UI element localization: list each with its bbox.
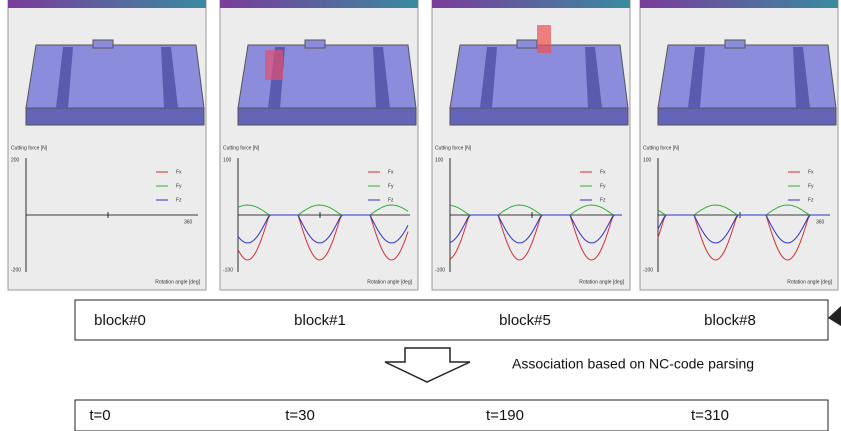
block-label: block#1 bbox=[294, 312, 346, 329]
legend-label: Fy bbox=[600, 183, 606, 189]
legend-label: Fy bbox=[176, 183, 182, 189]
y-axis-title: Cutting force [N] bbox=[435, 145, 472, 151]
notch bbox=[93, 40, 113, 48]
down-arrow bbox=[385, 348, 470, 382]
y-max-label: 100 bbox=[643, 157, 652, 163]
panel: Cutting force [N] 100 -100 Rotation angle [… bbox=[432, 0, 630, 290]
y-max-label: 100 bbox=[435, 157, 444, 163]
legend-label: Fz bbox=[600, 197, 606, 203]
y-max-label: 100 bbox=[223, 157, 232, 163]
block-top bbox=[238, 45, 416, 108]
y-min-label: -100 bbox=[643, 267, 653, 273]
legend-label: Fy bbox=[388, 183, 394, 189]
legend-label: Fx bbox=[600, 169, 606, 175]
legend-label: Fz bbox=[808, 197, 814, 203]
y-min-label: -200 bbox=[11, 267, 21, 273]
x-max-label: 360 bbox=[816, 219, 825, 225]
arrow-label: Association based on NC-code parsing bbox=[512, 356, 754, 372]
time-label: t=0 bbox=[89, 407, 110, 424]
y-axis-title: Cutting force [N] bbox=[11, 145, 48, 151]
legend-label: Fx bbox=[388, 169, 394, 175]
block-top bbox=[26, 45, 204, 108]
legend-label: Fz bbox=[176, 197, 182, 203]
legend-label: Fx bbox=[176, 169, 182, 175]
block-front bbox=[658, 108, 836, 125]
tool bbox=[537, 25, 551, 53]
block-label: block#0 bbox=[94, 312, 146, 329]
x-max-label: 360 bbox=[184, 219, 193, 225]
y-min-label: -100 bbox=[435, 267, 445, 273]
panel: Cutting force [N] 100 -100 360 Rotation angl… bbox=[640, 0, 838, 290]
notch bbox=[305, 40, 325, 48]
block-label: block#5 bbox=[499, 312, 551, 329]
tool bbox=[265, 50, 283, 80]
notch bbox=[725, 40, 745, 48]
notch bbox=[517, 40, 537, 48]
y-axis-title: Cutting force [N] bbox=[643, 145, 680, 151]
corner-arrow bbox=[828, 306, 841, 326]
figure: Association based on NC-code parsing Cut… bbox=[0, 0, 841, 431]
x-axis-title: Rotation angle [deg] bbox=[155, 279, 200, 285]
y-axis-title: Cutting force [N] bbox=[223, 145, 260, 151]
block-front bbox=[450, 108, 628, 125]
title-bar bbox=[8, 0, 206, 8]
block-front bbox=[238, 108, 416, 125]
y-min-label: -100 bbox=[223, 267, 233, 273]
panel: Cutting force [N] 200 -200 360 Rotation angl… bbox=[8, 0, 206, 290]
block-top bbox=[658, 45, 836, 108]
x-axis-title: Rotation angle [deg] bbox=[579, 279, 624, 285]
block-label: block#8 bbox=[704, 312, 756, 329]
time-label: t=310 bbox=[691, 407, 729, 424]
block-top bbox=[450, 45, 628, 108]
legend-label: Fx bbox=[808, 169, 814, 175]
legend-label: Fz bbox=[388, 197, 394, 203]
title-bar bbox=[220, 0, 418, 8]
y-max-label: 200 bbox=[11, 157, 20, 163]
time-label: t=190 bbox=[486, 407, 524, 424]
title-bar bbox=[640, 0, 838, 8]
x-axis-title: Rotation angle [deg] bbox=[787, 279, 832, 285]
panel: Cutting force [N] 100 -100 Rotation angle [… bbox=[220, 0, 418, 290]
block-front bbox=[26, 108, 204, 125]
time-label: t=30 bbox=[285, 407, 315, 424]
legend-label: Fy bbox=[808, 183, 814, 189]
title-bar bbox=[432, 0, 630, 8]
x-axis-title: Rotation angle [deg] bbox=[367, 279, 412, 285]
